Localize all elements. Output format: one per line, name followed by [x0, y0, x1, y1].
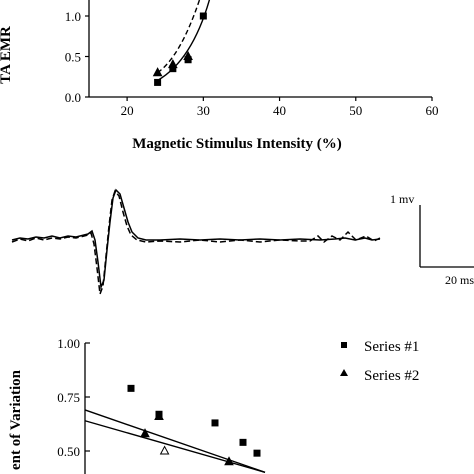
legend-triangle-marker [340, 369, 348, 376]
waveform-dashed-trace [11, 189, 381, 295]
variation-triangle-point [159, 445, 170, 455]
variation-regression-line [84, 420, 266, 473]
variation-square-point [211, 419, 219, 427]
emr-square-point [154, 78, 162, 86]
variation-y-tick-label: 1.00 [57, 336, 80, 351]
scale-bar-horizontal-label: 20 ms [445, 273, 474, 287]
emr-triangle-point [183, 50, 193, 60]
variation-y-tick-label: 0.75 [57, 390, 80, 405]
variation-triangle-point [154, 410, 164, 420]
emr-triangle-point [168, 59, 178, 69]
variation-triangle-point [224, 456, 234, 466]
emr-square-point [169, 65, 177, 73]
emr-chart: 20 30 40 50 60 0.0 0.5 1.0 TA EMR Magnetic Stim… [0, 0, 439, 152]
variation-y-label: ent of Variation [8, 369, 24, 470]
variation-triangle-point [140, 428, 150, 438]
emr-dashed-fit [157, 0, 201, 74]
emr-triangle-point [152, 67, 163, 77]
waveform-solid-trace [11, 188, 381, 290]
emr-y-label: TA EMR [0, 26, 14, 84]
variation-chart: 1.00 0.75 0.50 ent of Variation Series #1 … [8, 336, 419, 474]
legend-label-series-1: Series #1 [364, 339, 419, 355]
emr-solid-fit [157, 0, 211, 82]
emr-y-tick-label: 0.0 [65, 90, 81, 105]
emr-y-tick-label: 1.0 [65, 9, 81, 24]
legend-label-series-2: Series #2 [364, 368, 419, 384]
emr-x-tick-label: 20 [121, 103, 134, 118]
variation-y-tick-label: 0.50 [57, 444, 80, 459]
emr-x-tick-label: 40 [273, 103, 286, 118]
legend-square-marker [341, 342, 347, 348]
variation-regression-line [84, 409, 266, 473]
emr-x-label: Magnetic Stimulus Intensity (%) [132, 136, 342, 152]
legend: Series #1 Series #2 [340, 339, 419, 384]
emr-square-point [199, 12, 207, 20]
scale-bar-vertical-label: 1 mv [390, 192, 414, 206]
variation-square-point [127, 384, 135, 392]
emr-x-tick-label: 60 [426, 103, 439, 118]
emr-y-tick-label: 0.5 [65, 50, 81, 65]
emr-x-tick-label: 30 [197, 103, 210, 118]
waveform-chart: 1 mv 20 ms [11, 188, 474, 295]
variation-square-point [239, 438, 247, 446]
emr-x-tick-label: 50 [349, 103, 362, 118]
variation-square-point [253, 449, 261, 457]
